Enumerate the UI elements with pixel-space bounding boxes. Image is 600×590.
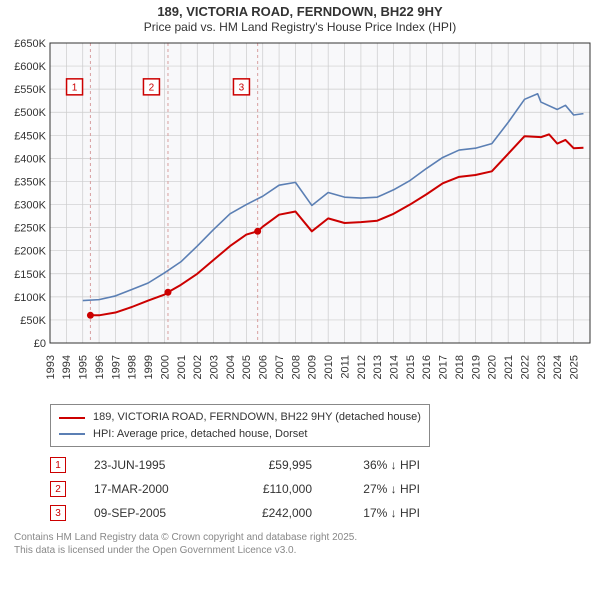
svg-text:1994: 1994 (61, 355, 73, 379)
legend-label: HPI: Average price, detached house, Dors… (93, 426, 307, 443)
footer-attribution: Contains HM Land Registry data © Crown c… (14, 531, 588, 557)
svg-text:1996: 1996 (94, 355, 106, 379)
svg-text:£650K: £650K (14, 38, 46, 50)
footer-line1: Contains HM Land Registry data © Crown c… (14, 531, 588, 544)
svg-text:£250K: £250K (14, 223, 46, 235)
transaction-delta: 27% ↓ HPI (340, 482, 420, 496)
svg-text:£400K: £400K (14, 154, 46, 166)
svg-text:2006: 2006 (258, 355, 270, 379)
chart-area: £0 £50K £100K £150K £200K £250K £300K £350K £400… (0, 35, 600, 400)
svg-text:2: 2 (149, 83, 155, 94)
svg-text:2024: 2024 (552, 355, 564, 379)
svg-text:£150K: £150K (14, 269, 46, 281)
svg-text:£450K: £450K (14, 131, 46, 143)
svg-text:2016: 2016 (421, 355, 433, 379)
transaction-row: 3 09-SEP-2005 £242,000 17% ↓ HPI (50, 501, 588, 525)
svg-text:2021: 2021 (503, 355, 515, 379)
svg-text:2020: 2020 (487, 355, 499, 379)
svg-text:£550K: £550K (14, 84, 46, 96)
svg-text:2018: 2018 (454, 355, 466, 379)
svg-text:2004: 2004 (225, 355, 237, 379)
svg-text:£50K: £50K (20, 315, 46, 327)
svg-text:£300K: £300K (14, 200, 46, 212)
svg-text:2008: 2008 (290, 355, 302, 379)
chart-title-block: 189, VICTORIA ROAD, FERNDOWN, BH22 9HY P… (0, 0, 600, 35)
svg-text:2007: 2007 (274, 355, 286, 379)
transaction-number: 2 (50, 481, 66, 497)
legend-row: HPI: Average price, detached house, Dors… (59, 426, 421, 443)
svg-text:2000: 2000 (159, 355, 171, 379)
svg-text:£200K: £200K (14, 246, 46, 258)
svg-text:2011: 2011 (339, 355, 351, 379)
transaction-date: 23-JUN-1995 (94, 458, 194, 472)
legend-swatch (59, 433, 85, 435)
svg-text:2015: 2015 (405, 355, 417, 379)
transactions-table: 1 23-JUN-1995 £59,995 36% ↓ HPI 2 17-MAR-2000… (50, 453, 588, 525)
svg-text:3: 3 (239, 83, 245, 94)
transaction-number: 3 (50, 505, 66, 521)
svg-text:£100K: £100K (14, 292, 46, 304)
transaction-date: 17-MAR-2000 (94, 482, 194, 496)
svg-text:2002: 2002 (192, 355, 204, 379)
title-line1: 189, VICTORIA ROAD, FERNDOWN, BH22 9HY (0, 4, 600, 20)
transaction-delta: 17% ↓ HPI (340, 506, 420, 520)
svg-text:1998: 1998 (127, 355, 139, 379)
svg-text:2019: 2019 (470, 355, 482, 379)
svg-text:1993: 1993 (45, 355, 57, 379)
transaction-row: 2 17-MAR-2000 £110,000 27% ↓ HPI (50, 477, 588, 501)
svg-text:£350K: £350K (14, 177, 46, 189)
svg-text:1995: 1995 (78, 355, 90, 379)
chart-svg: £0 £50K £100K £150K £200K £250K £300K £350K £400… (0, 35, 600, 400)
footer-line2: This data is licensed under the Open Gov… (14, 544, 588, 557)
svg-text:£600K: £600K (14, 61, 46, 73)
transaction-number: 1 (50, 457, 66, 473)
transaction-date: 09-SEP-2005 (94, 506, 194, 520)
svg-text:2014: 2014 (388, 355, 400, 379)
svg-text:2023: 2023 (536, 355, 548, 379)
transaction-row: 1 23-JUN-1995 £59,995 36% ↓ HPI (50, 453, 588, 477)
legend-label: 189, VICTORIA ROAD, FERNDOWN, BH22 9HY (… (93, 409, 421, 426)
svg-text:2010: 2010 (323, 355, 335, 379)
svg-text:1999: 1999 (143, 355, 155, 379)
svg-text:2012: 2012 (356, 355, 368, 379)
svg-text:2003: 2003 (208, 355, 220, 379)
svg-text:2005: 2005 (241, 355, 253, 379)
transaction-price: £110,000 (222, 482, 312, 496)
legend-swatch (59, 417, 85, 419)
svg-text:2017: 2017 (438, 355, 450, 379)
svg-text:£0: £0 (34, 338, 46, 350)
svg-text:£500K: £500K (14, 107, 46, 119)
transaction-price: £242,000 (222, 506, 312, 520)
svg-text:2025: 2025 (568, 355, 580, 379)
svg-text:2001: 2001 (176, 355, 188, 379)
title-line2: Price paid vs. HM Land Registry's House … (0, 20, 600, 35)
svg-text:1997: 1997 (110, 355, 122, 379)
svg-text:2009: 2009 (307, 355, 319, 379)
legend-box: 189, VICTORIA ROAD, FERNDOWN, BH22 9HY (… (50, 404, 430, 447)
svg-text:2013: 2013 (372, 355, 384, 379)
legend-row: 189, VICTORIA ROAD, FERNDOWN, BH22 9HY (… (59, 409, 421, 426)
svg-text:2022: 2022 (519, 355, 531, 379)
transaction-price: £59,995 (222, 458, 312, 472)
svg-text:1: 1 (72, 83, 78, 94)
transaction-delta: 36% ↓ HPI (340, 458, 420, 472)
